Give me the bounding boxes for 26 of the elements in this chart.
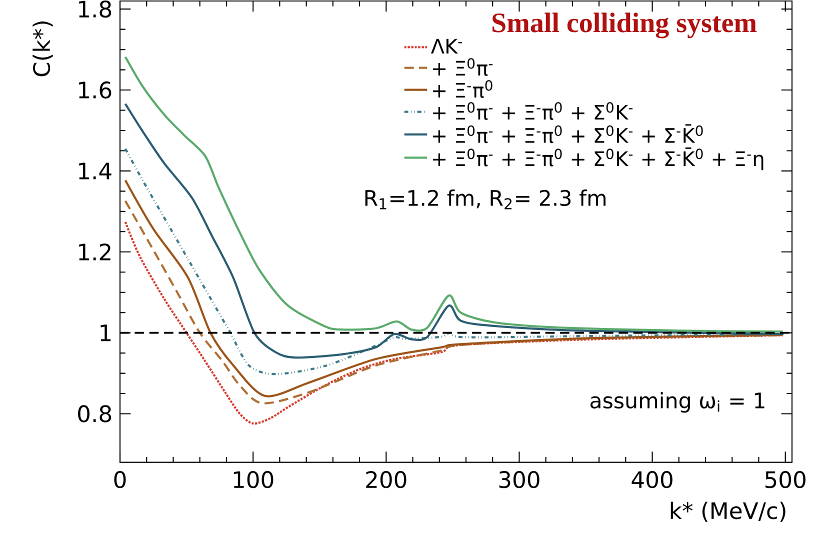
text: + Ξ$^{0}$π$^{-}$ + Ξ$^{-}$π$^{0}$ + Σ$^{0}$K$^{-}$ bbox=[432, 102, 633, 120]
y-tick-label: 1 bbox=[100, 324, 111, 342]
x-tick-label: 500 bbox=[765, 471, 806, 488]
legend-label: + Ξ$^{-}$π$^{0}$ bbox=[432, 80, 492, 98]
y-tick-label: 1.4 bbox=[79, 162, 112, 180]
annotation: assuming ω$_{i}$ = 1 bbox=[590, 392, 764, 413]
y-axis-title: C(k*) bbox=[32, 21, 53, 76]
text: + Ξ$^{0}$π$^{-}$ + Ξ$^{-}$π$^{0}$ + Σ$^{0}$K$^{-}$ + Σ$^{-}$K̄$^{0}$ + Ξ$^{-}$η bbox=[432, 147, 764, 170]
x-tick-label: 400 bbox=[632, 471, 672, 488]
x-tick-label: 300 bbox=[499, 471, 540, 488]
y-tick-label: 1.6 bbox=[79, 81, 112, 99]
legend-label: ΛK$^{-}$ bbox=[430, 38, 462, 54]
line-series bbox=[124, 56, 784, 333]
chart-title: Small colliding system bbox=[492, 12, 757, 38]
y-tick-label: 1.8 bbox=[79, 0, 112, 18]
annotation: R$_{1}$=1.2 fm, R$_{2}$= 2.3 fm bbox=[365, 190, 606, 210]
y-tick-label: 1.2 bbox=[79, 243, 110, 260]
y-tick-label: 0.8 bbox=[78, 405, 112, 422]
text: + Ξ$^{0}$π$^{-}$ + Ξ$^{-}$π$^{0}$ + Σ$^{0}$K$^{-}$ + Σ$^{-}$K̄$^{0}$ bbox=[432, 124, 703, 144]
legend-label: + Ξ$^{0}$π$^{-}$ bbox=[432, 58, 493, 76]
x-tick-label: 0 bbox=[114, 471, 126, 488]
line-series bbox=[124, 102, 784, 359]
x-axis-title: k* (MeV/c) bbox=[670, 502, 786, 522]
x-tick-label: 100 bbox=[234, 471, 274, 488]
line-series bbox=[124, 220, 784, 425]
x-tick-label: 200 bbox=[366, 471, 406, 488]
